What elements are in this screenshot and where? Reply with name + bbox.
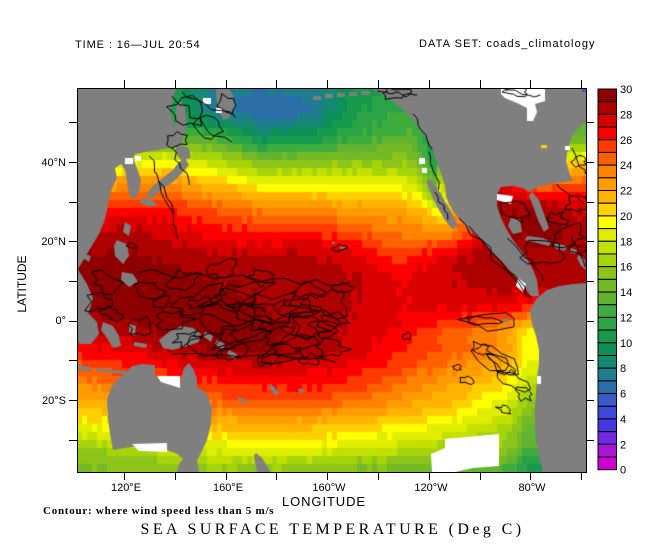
svg-text:2: 2 <box>620 439 626 451</box>
svg-text:8: 8 <box>620 363 626 375</box>
svg-text:30: 30 <box>620 84 632 96</box>
svg-text:20: 20 <box>620 211 632 223</box>
svg-text:6: 6 <box>620 389 626 401</box>
svg-text:28: 28 <box>620 109 632 121</box>
svg-text:14: 14 <box>620 287 632 299</box>
svg-text:16: 16 <box>620 262 632 274</box>
svg-text:22: 22 <box>620 186 632 198</box>
svg-text:10: 10 <box>620 338 632 350</box>
svg-text:4: 4 <box>620 414 626 426</box>
svg-text:0: 0 <box>620 465 626 477</box>
svg-text:18: 18 <box>620 236 632 248</box>
svg-text:24: 24 <box>620 160 632 172</box>
svg-text:26: 26 <box>620 135 632 147</box>
svg-text:12: 12 <box>620 312 632 324</box>
